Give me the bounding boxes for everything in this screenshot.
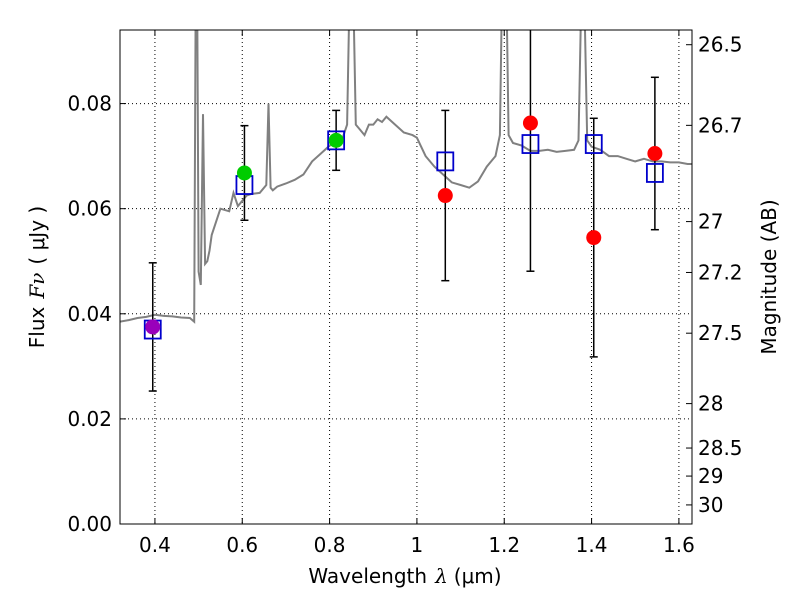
x-axis-label: Wavelength λ (μm) <box>308 564 501 588</box>
model-point <box>521 134 540 154</box>
x-tick-label: 0.8 <box>314 533 346 557</box>
x-axis-ticks: 0.4 0.6 0.8 1 1.2 1.4 1.6 <box>139 30 695 557</box>
error-bars <box>148 30 659 392</box>
model-point <box>327 130 346 151</box>
x-tick-label: 1.4 <box>576 533 608 557</box>
y2-axis-ticks: 26.5 26.7 27 27.2 27.5 28 28.5 29 30 <box>686 33 743 517</box>
observed-point <box>328 132 344 148</box>
x-tick-label: 1.2 <box>488 533 520 557</box>
observed-point <box>647 146 663 161</box>
y2-tick-label: 27 <box>698 210 723 234</box>
observed-point <box>437 188 453 204</box>
y2-tick-label: 28.5 <box>698 436 743 460</box>
observed-point <box>236 165 252 181</box>
y-tick-label: 0.02 <box>67 407 112 431</box>
y-axis-label: FluxFν( μJy ) <box>25 206 49 348</box>
y-tick-label: 0.06 <box>67 197 112 221</box>
y-tick-label: 0.04 <box>67 302 112 326</box>
y2-tick-label: 26.5 <box>698 33 743 57</box>
observed-point <box>586 230 602 246</box>
y-axis-ticks: 0.00 0.02 0.04 0.06 0.08 <box>67 92 126 536</box>
grid <box>120 30 692 524</box>
plot-frame <box>119 29 693 525</box>
y2-tick-label: 29 <box>698 464 723 488</box>
model-photometry <box>143 130 664 340</box>
y2-axis-label: Magnitude (AB) <box>757 199 781 354</box>
y2-tick-label: 30 <box>698 493 723 517</box>
model-point <box>584 134 603 154</box>
x-tick-label: 1.6 <box>663 533 695 557</box>
x-tick-label: 0.4 <box>139 533 171 557</box>
observed-point <box>145 319 161 335</box>
y2-tick-label: 28 <box>698 392 723 416</box>
model-spectrum <box>120 30 692 324</box>
model-point <box>436 151 455 172</box>
model-point <box>645 163 664 183</box>
y-tick-label: 0.08 <box>67 92 112 116</box>
y2-tick-label: 26.7 <box>698 113 743 137</box>
observed-photometry <box>145 115 663 335</box>
y2-tick-label: 27.2 <box>698 260 743 284</box>
spectrum-line <box>120 30 692 324</box>
y2-tick-label: 27.5 <box>698 321 743 345</box>
x-tick-label: 1 <box>411 533 424 557</box>
x-tick-label: 0.6 <box>226 533 258 557</box>
observed-point <box>522 115 538 131</box>
y-tick-label: 0.00 <box>67 512 112 536</box>
